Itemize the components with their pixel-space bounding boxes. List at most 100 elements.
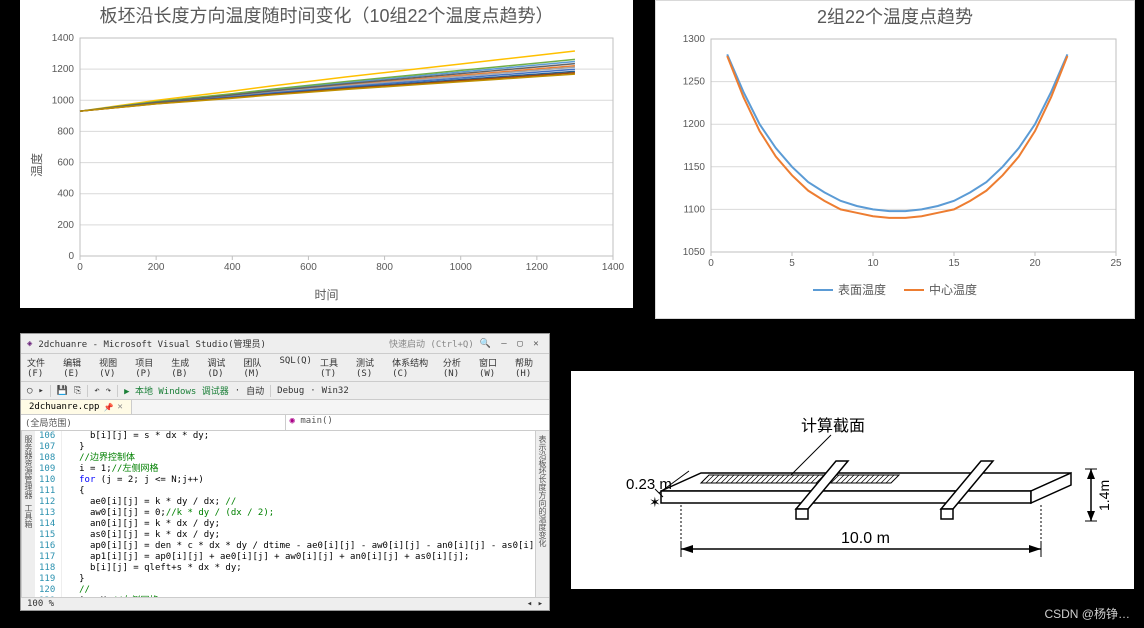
svg-text:0.23 m: 0.23 m xyxy=(626,476,672,493)
run-button[interactable]: ▶ 本地 Windows 调试器 xyxy=(124,384,229,397)
svg-text:400: 400 xyxy=(224,262,241,273)
ide-line-numbers: 1061071081091101111121131141151161171181… xyxy=(35,431,62,597)
redo-icon[interactable]: ↷ xyxy=(106,386,111,396)
svg-text:15: 15 xyxy=(948,258,960,269)
tab-close-icon[interactable]: ✕ xyxy=(117,402,122,412)
close-icon[interactable]: ✕ xyxy=(529,339,543,349)
menu-item[interactable]: 工具(T) xyxy=(320,356,348,379)
menu-item[interactable]: 项目(P) xyxy=(135,356,163,379)
svg-text:20: 20 xyxy=(1029,258,1041,269)
svg-text:1300: 1300 xyxy=(683,34,706,45)
ide-side-right[interactable]: 表示沿板坯长度方向的温度变化 xyxy=(535,431,549,597)
svg-text:200: 200 xyxy=(148,262,165,273)
svg-text:600: 600 xyxy=(300,262,317,273)
vs-logo-icon: ◈ xyxy=(27,339,32,349)
svg-text:1150: 1150 xyxy=(683,162,705,173)
svg-text:1050: 1050 xyxy=(683,247,706,258)
svg-text:600: 600 xyxy=(57,158,74,169)
svg-text:1100: 1100 xyxy=(683,204,705,215)
ide-tab-active[interactable]: 2dchuanre.cpp 📌 ✕ xyxy=(21,400,132,414)
ide-source[interactable]: b[i][j] = s * dx * dy; } //边界控制体 i = 1;/… xyxy=(62,431,535,597)
chart1-ylabel: 温度 xyxy=(28,153,45,177)
menu-item[interactable]: 团队(M) xyxy=(243,356,271,379)
ide-tabstrip: 2dchuanre.cpp 📌 ✕ xyxy=(21,400,549,415)
menu-item[interactable]: 编辑(E) xyxy=(63,356,91,379)
svg-text:1.4m: 1.4m xyxy=(1096,480,1112,511)
menu-item[interactable]: 调试(D) xyxy=(207,356,235,379)
ide-quicklaunch[interactable]: 快速启动 (Ctrl+Q) xyxy=(389,337,474,350)
chart2-title: 2组22个温度点趋势 xyxy=(656,1,1134,29)
ide-toolbar[interactable]: ◯ ▸ 💾 ⎘ ↶ ↷ ▶ 本地 Windows 调试器 · 自动 Debug … xyxy=(21,382,549,400)
toolbar-mode[interactable]: 自动 xyxy=(246,384,264,397)
menu-item[interactable]: 分析(N) xyxy=(443,356,471,379)
legend-text-center: 中心温度 xyxy=(929,281,977,298)
svg-text:✶: ✶ xyxy=(649,494,661,510)
ide-navbar[interactable]: (全局范围) ◉ main() xyxy=(21,415,549,431)
scroll-indicator: ◂ ▸ xyxy=(527,599,543,609)
svg-text:1200: 1200 xyxy=(52,64,75,75)
menu-item[interactable]: 体系结构(C) xyxy=(392,356,435,379)
legend-item-surface: 表面温度 xyxy=(813,281,886,298)
svg-text:0: 0 xyxy=(68,251,74,262)
svg-text:1200: 1200 xyxy=(683,119,706,130)
chart1-plot: 0200400600800100012001400020040060080010… xyxy=(20,28,633,286)
menu-item[interactable]: 视图(V) xyxy=(99,356,127,379)
chart1-xlabel: 时间 xyxy=(20,286,633,303)
ide-tab-label: 2dchuanre.cpp xyxy=(29,402,99,412)
search-icon[interactable]: 🔍 xyxy=(480,339,491,349)
nav-back-icon[interactable]: ◯ xyxy=(27,386,32,396)
chart2-legend: 表面温度 中心温度 xyxy=(656,277,1134,298)
nav-fwd-icon[interactable]: ▸ xyxy=(38,386,43,396)
maximize-icon[interactable]: ▢ xyxy=(513,339,527,349)
legend-text-surface: 表面温度 xyxy=(838,281,886,298)
legend-swatch-center xyxy=(904,289,924,291)
chart1-title: 板坯沿长度方向温度随时间变化（10组22个温度点趋势） xyxy=(20,0,633,28)
svg-text:5: 5 xyxy=(789,258,795,269)
chart2-panel: 2组22个温度点趋势 10501100115012001250130005101… xyxy=(655,0,1135,319)
ide-panel: ◈ 2dchuanre - Microsoft Visual Studio(管理… xyxy=(20,333,550,611)
undo-icon[interactable]: ↶ xyxy=(94,386,99,396)
menu-item[interactable]: 文件(F) xyxy=(27,356,55,379)
ide-side-left[interactable]: 服务器资源管理器 工具箱 xyxy=(21,431,35,597)
chart2-plot: 1050 1100 1150 1200 1250 1300 0 5 10 15 20 25 xyxy=(656,29,1136,277)
ide-zoom[interactable]: 100 % xyxy=(27,599,54,609)
pin-icon[interactable]: 📌 xyxy=(103,403,113,412)
svg-text:400: 400 xyxy=(57,189,74,200)
svg-text:1400: 1400 xyxy=(52,33,75,44)
ide-scope-dropdown[interactable]: (全局范围) xyxy=(21,415,286,430)
svg-text:1250: 1250 xyxy=(683,77,706,88)
ide-func-dropdown[interactable]: main() xyxy=(300,416,333,426)
legend-item-center: 中心温度 xyxy=(904,281,977,298)
svg-text:0: 0 xyxy=(77,262,83,273)
menu-item[interactable]: 生成(B) xyxy=(171,356,199,379)
svg-text:800: 800 xyxy=(57,126,74,137)
diagram-panel: 计算截面 0.23 m✶ 10.0 m 1.4m xyxy=(570,370,1135,590)
svg-text:25: 25 xyxy=(1110,258,1122,269)
svg-text:800: 800 xyxy=(376,262,393,273)
svg-text:计算截面: 计算截面 xyxy=(801,416,865,435)
ide-title: 2dchuanre - Microsoft Visual Studio(管理员) xyxy=(38,337,265,350)
minimize-icon[interactable]: — xyxy=(497,339,511,349)
save-all-icon[interactable]: ⎘ xyxy=(74,386,81,396)
watermark: CSDN @杨铮… xyxy=(1044,605,1130,622)
menu-item[interactable]: SQL(Q) xyxy=(279,356,312,379)
menu-item[interactable]: 测试(S) xyxy=(356,356,384,379)
toolbar-platform[interactable]: Win32 xyxy=(322,386,349,396)
svg-text:1000: 1000 xyxy=(52,95,75,106)
svg-text:1200: 1200 xyxy=(526,262,549,273)
toolbar-config[interactable]: Debug xyxy=(277,386,304,396)
ide-code-area[interactable]: 1061071081091101111121131141151161171181… xyxy=(35,431,535,597)
menu-item[interactable]: 帮助(H) xyxy=(515,356,543,379)
svg-text:10.0 m: 10.0 m xyxy=(841,530,890,547)
ide-titlebar: ◈ 2dchuanre - Microsoft Visual Studio(管理… xyxy=(21,334,549,354)
svg-text:1400: 1400 xyxy=(602,262,625,273)
menu-item[interactable]: 窗口(W) xyxy=(479,356,507,379)
legend-swatch-surface xyxy=(813,289,833,291)
chart1-panel: 板坯沿长度方向温度随时间变化（10组22个温度点趋势） 温度 0 200 400 60… xyxy=(20,0,633,308)
svg-text:10: 10 xyxy=(867,258,879,269)
ide-statusbar: 100 % ◂ ▸ xyxy=(21,597,549,610)
svg-text:0: 0 xyxy=(708,258,714,269)
ide-menubar[interactable]: 文件(F) 编辑(E) 视图(V) 项目(P) 生成(B) 调试(D) 团队(M) SQL(Q… xyxy=(21,354,549,382)
save-icon[interactable]: 💾 xyxy=(57,386,68,396)
slab-diagram: 计算截面 0.23 m✶ 10.0 m 1.4m xyxy=(571,371,1136,591)
